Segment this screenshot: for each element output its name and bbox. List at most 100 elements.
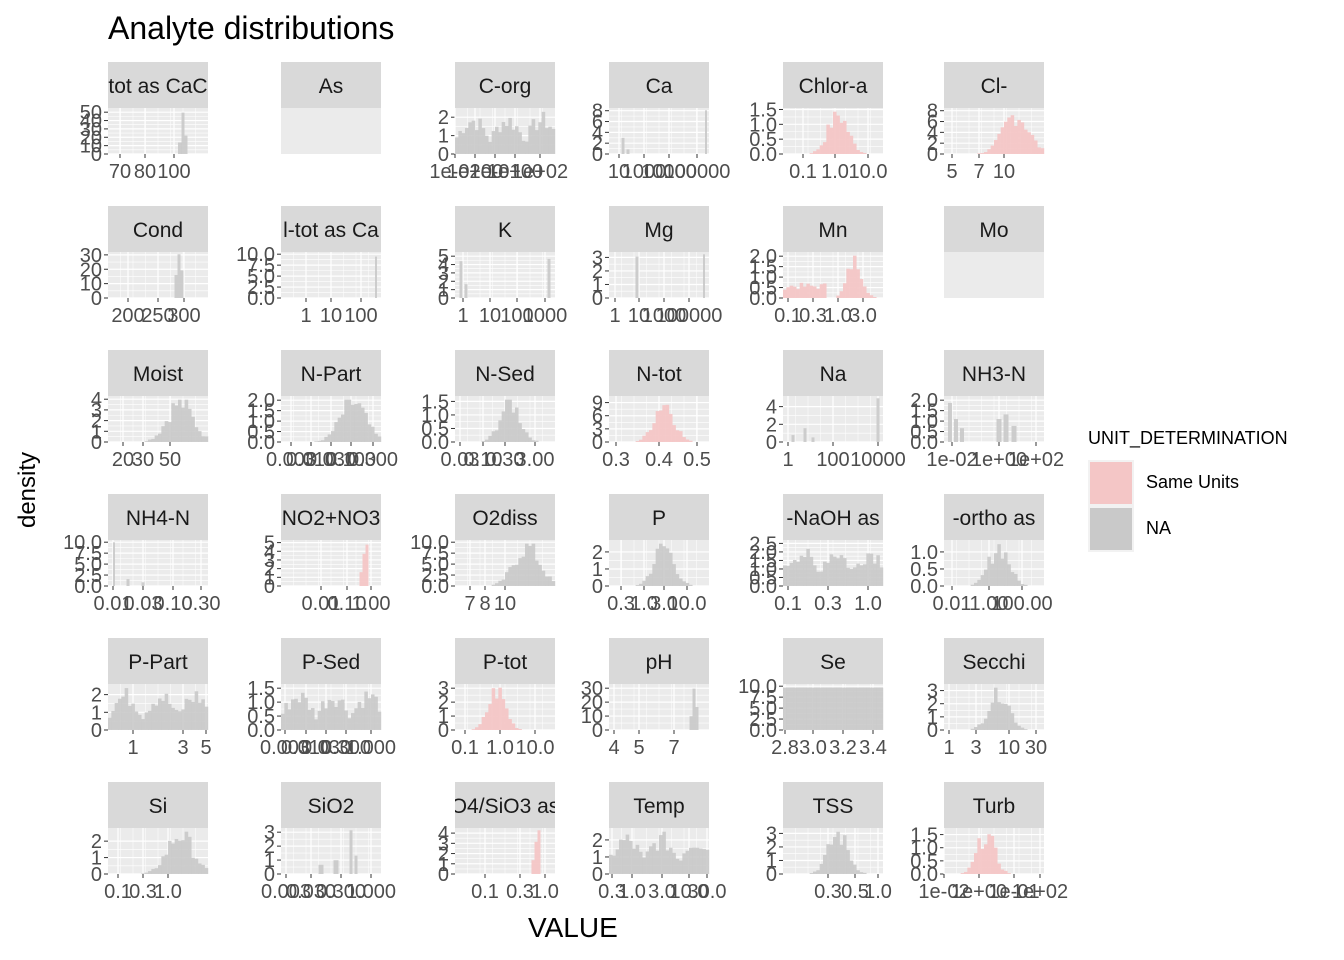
histogram-bar [371,694,375,730]
x-tick-label: 1.0 [618,881,646,903]
histogram-bar [649,846,653,874]
histogram-bar [531,860,535,874]
histogram-bar [843,687,847,730]
y-tick-label: 1.0 [247,411,275,433]
y-tick-label: 2 [592,261,603,283]
histogram-bar [181,112,185,154]
y-tick-label: 0.5 [421,418,449,440]
legend-item-na: NA [1088,506,1338,552]
x-tick-label: 1 [943,737,954,759]
histogram-bar [333,860,339,874]
facet-strip [281,494,381,540]
histogram-bar [1004,703,1008,730]
histogram-bar [171,843,175,874]
x-tick-label: 20 [112,449,134,471]
histogram-bar [675,574,680,586]
histogram-bar [672,425,676,442]
x-tick-label: 0.5 [683,449,711,471]
histogram-bar [984,152,988,154]
histogram-bar [645,432,650,442]
x-tick-label: 0.1 [774,305,802,327]
histogram-bar [1037,147,1041,154]
y-tick-label: 10.0 [738,676,777,698]
histogram-bar [367,698,372,730]
histogram-bar [997,863,1001,874]
facet-strip [944,494,1044,540]
legend-key-na [1088,506,1134,552]
histogram-bar [341,414,345,442]
x-tick-label: 10.0 [668,593,707,615]
histogram-bar [642,435,646,442]
facet-strip-label: -ortho as [953,507,1036,530]
histogram-bar [367,424,372,442]
histogram-bar [789,285,794,298]
histogram-bar [337,700,342,730]
histogram-bar [108,717,112,730]
y-tick-label: 2.5 [247,277,275,299]
legend: UNIT_DETERMINATION Same Units NA [1088,428,1338,552]
y-tick-label: 8 [592,101,603,123]
histogram-bar [361,708,365,730]
y-tick-label: 5.0 [421,554,449,576]
histogram-bar [675,858,680,874]
y-tick-label: 6 [927,112,938,134]
histogram-bar [856,563,860,586]
histogram-bar [645,851,650,874]
histogram-bar [113,542,115,586]
histogram-bar [191,416,195,442]
histogram-bar [184,399,189,442]
histogram-bar [545,576,549,586]
histogram-bar [879,567,884,586]
histogram-bar [518,423,522,442]
histogram-bar [151,868,155,874]
histogram-bar [314,719,318,730]
histogram-bar [1010,572,1015,586]
y-tick-label: 4 [766,397,777,419]
y-tick-label: 0 [91,720,102,742]
histogram-bar [164,421,169,442]
facet-strip [455,782,555,828]
x-tick-label: 0.030 [301,737,351,759]
histogram-bar [948,402,952,442]
facet-strip [281,206,381,252]
legend-label-same-units: Same Units [1146,472,1240,492]
facet-strip [783,494,883,540]
x-tick-label: 1e+00 [447,161,503,183]
histogram-bar [481,440,486,442]
facet-strip-label: Secchi [962,651,1025,674]
histogram-bar [809,556,814,586]
histogram-bar [548,126,552,154]
histogram-bar [171,403,175,442]
y-tick-label: 1.5 [247,401,275,423]
x-tick-label: 0.03 [124,593,163,615]
histogram-bar [194,691,199,730]
histogram-bar [639,851,643,874]
histogram-bar [344,710,348,730]
y-tick-label: 1.5 [247,678,275,700]
x-tick-label: 100.00 [991,593,1052,615]
facet-strip [455,638,555,684]
histogram-bar [478,118,482,154]
x-tick-label: 1 [127,737,138,759]
y-tick-label: 1 [766,850,777,872]
y-tick-label: 30 [80,119,102,141]
x-tick-label: 0.30 [486,449,525,471]
histogram-bar [984,844,988,874]
y-tick-label: 4 [438,823,449,845]
x-tick-label: 1e+02 [1008,449,1064,471]
y-tick-label: 0 [264,864,275,886]
x-tick-label: 1.0 [824,305,852,327]
histogram-bar [846,131,850,154]
histogram-bar [672,852,676,874]
y-tick-label: 0.0 [421,432,449,454]
panel-naoh-as: -NaOH as0.00.51.01.52.02.50.1 0.3 1.0 [749,494,884,615]
chart-title: Analyte distributions [108,10,395,46]
histogram-bar [863,687,867,730]
facet-strip-label: P [652,507,666,530]
histogram-bar [1000,558,1005,586]
panel-na: Na 024 1 100 10000 [766,350,906,471]
histogram-bar [806,548,810,586]
